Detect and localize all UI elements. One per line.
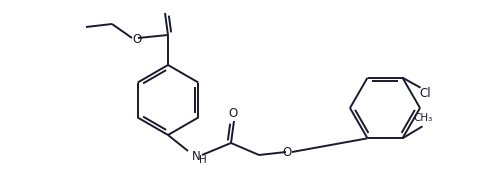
Text: CH₃: CH₃ bbox=[414, 113, 433, 123]
Text: N: N bbox=[192, 151, 200, 163]
Text: O: O bbox=[132, 33, 141, 45]
Text: H: H bbox=[199, 155, 207, 165]
Text: O: O bbox=[229, 106, 238, 120]
Text: Cl: Cl bbox=[420, 87, 431, 100]
Text: O: O bbox=[282, 146, 292, 160]
